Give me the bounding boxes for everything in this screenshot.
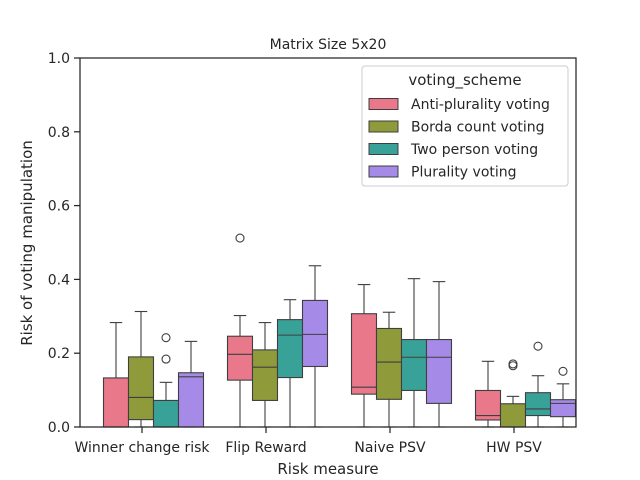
legend-label: Anti-plurality voting: [411, 97, 550, 113]
box-plot: [102, 322, 130, 428]
box: [400, 338, 428, 392]
axes-layer: [79, 57, 577, 428]
box-plot: [524, 341, 552, 428]
box-plot: [549, 366, 577, 428]
box: [127, 356, 155, 421]
legend-frame: [361, 65, 569, 187]
y-tick-label: 0.2: [48, 346, 70, 362]
box: [549, 399, 577, 418]
box-plot: [350, 284, 378, 428]
box: [350, 313, 378, 395]
legend-items: Anti-plurality voting Borda count voting T…: [368, 97, 550, 181]
box-plot: [127, 310, 155, 428]
box-plot: [400, 278, 428, 428]
box-plot: [226, 233, 254, 428]
y-tick-label: 0.8: [48, 125, 70, 141]
box: [276, 319, 304, 379]
box-plot: [152, 333, 180, 428]
legend-title: voting_scheme: [408, 71, 521, 90]
box-plot: [474, 360, 502, 428]
x-tick-label: Flip Reward: [225, 440, 306, 456]
chart-title: Matrix Size 5x20: [270, 37, 387, 53]
box: [499, 403, 527, 428]
box-plot: [375, 311, 403, 428]
legend-label: Plurality voting: [411, 165, 517, 181]
box-plot: [301, 265, 329, 428]
legend-label: Two person voting: [410, 142, 538, 158]
y-tick-label: 1.0: [48, 51, 70, 67]
box-plot: [425, 281, 453, 428]
legend-swatch: [368, 120, 399, 133]
legend-swatch: [368, 98, 399, 110]
box: [102, 377, 130, 428]
box-plot: [276, 299, 304, 428]
x-tick-label: HW PSV: [486, 440, 542, 456]
y-tick-label: 0.4: [48, 272, 70, 288]
box: [226, 335, 254, 381]
x-tick-label: Naive PSV: [354, 440, 426, 456]
x-ticks: Winner change risk Flip Reward Naive PSV HW…: [74, 427, 542, 456]
y-ticks: 0.0 0.2 0.4 0.6 0.8 1.0: [48, 51, 80, 436]
box: [375, 327, 403, 400]
legend-label: Borda count voting: [411, 120, 545, 136]
box: [301, 299, 329, 368]
y-axis-label: Risk of voting manipulation: [18, 140, 36, 346]
box-plot: [499, 359, 527, 428]
box-plot: [177, 340, 205, 428]
y-tick-label: 0.6: [48, 199, 70, 215]
outlier-point: [533, 341, 543, 351]
box: [177, 372, 205, 428]
y-tick-label: 0.0: [48, 420, 70, 436]
box: [251, 349, 279, 401]
outlier-point: [235, 233, 245, 243]
outlier-point: [508, 359, 518, 369]
legend: voting_scheme Anti-plurality voting Borda…: [361, 65, 569, 187]
box: [425, 338, 453, 404]
plot-frame: [79, 57, 577, 428]
outlier-point: [161, 354, 171, 364]
outlier-point: [558, 366, 568, 376]
legend-swatch: [368, 143, 399, 155]
box: [152, 399, 180, 428]
box-plot: [251, 322, 279, 428]
x-axis-label: Risk measure: [277, 460, 378, 478]
x-tick-label: Winner change risk: [74, 440, 210, 456]
boxes-layer: [102, 233, 577, 428]
outlier-point: [161, 333, 171, 343]
box: [524, 392, 552, 417]
legend-swatch: [368, 165, 399, 178]
outlier-point: [508, 361, 518, 371]
